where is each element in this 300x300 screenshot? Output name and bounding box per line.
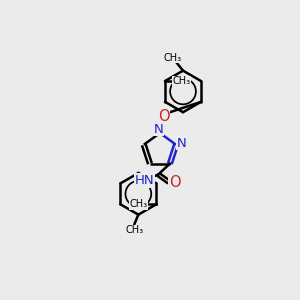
Text: CH₃: CH₃ [130, 199, 148, 209]
Text: N: N [176, 137, 186, 150]
Text: HN: HN [135, 174, 154, 187]
Text: CH₃: CH₃ [173, 76, 191, 86]
Text: CH₃: CH₃ [163, 52, 181, 63]
Text: CH₃: CH₃ [125, 225, 144, 235]
Text: O: O [169, 176, 180, 190]
Text: O: O [158, 109, 170, 124]
Text: N: N [154, 123, 163, 136]
